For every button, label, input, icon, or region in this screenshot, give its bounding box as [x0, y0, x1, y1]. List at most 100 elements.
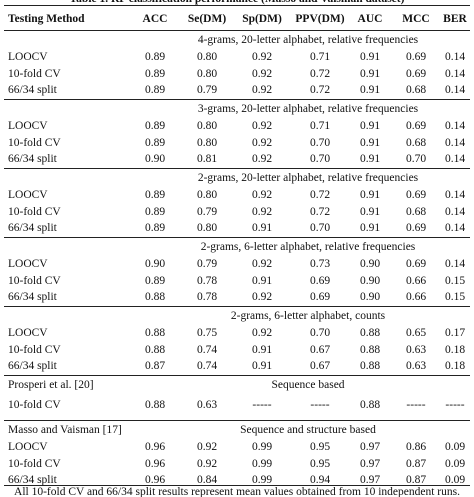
value-cell: 0.88 — [144, 399, 166, 411]
section-heading: 2-grams, 20-letter alphabet, relative fr… — [197, 172, 419, 184]
method-cell: 66/34 split — [8, 84, 57, 96]
value-cell: 0.72 — [309, 84, 331, 96]
table-title: Table 1. RF classification performance (… — [70, 0, 405, 6]
value-cell: 0.80 — [196, 222, 218, 234]
value-cell: 0.89 — [144, 67, 166, 80]
value-cell: 0.89 — [144, 222, 166, 234]
value-cell: 0.68 — [405, 136, 427, 149]
rule — [4, 30, 470, 31]
value-cell: 0.14 — [444, 189, 466, 201]
method-cell: LOOCV — [8, 51, 48, 63]
method-cell: 66/34 split — [8, 222, 57, 234]
value-cell: 0.69 — [309, 274, 331, 287]
value-cell: 0.94 — [309, 474, 331, 486]
value-cell: 0.96 — [144, 474, 166, 486]
value-cell: 0.69 — [405, 189, 427, 201]
value-cell: 0.70 — [309, 327, 331, 339]
section-heading: Sequence and structure based — [240, 424, 376, 436]
value-cell: 0.89 — [144, 51, 166, 63]
value-cell: 0.09 — [444, 457, 466, 470]
value-cell: 0.14 — [444, 258, 466, 270]
value-cell: 0.15 — [444, 274, 466, 287]
value-cell: 0.90 — [359, 291, 381, 303]
value-cell: 0.91 — [251, 222, 273, 234]
value-cell: 0.79 — [196, 205, 218, 218]
method-cell: 66/34 split — [8, 474, 57, 486]
section-heading: 3-grams, 20-letter alphabet, relative fr… — [197, 103, 419, 115]
value-cell: 0.91 — [359, 222, 381, 234]
value-cell: 0.96 — [144, 457, 166, 470]
value-cell: 0.74 — [196, 343, 218, 356]
column-header: BER — [443, 13, 467, 25]
value-cell: 0.72 — [309, 205, 331, 218]
value-cell: 0.97 — [359, 474, 381, 486]
value-cell: 0.14 — [444, 67, 466, 80]
value-cell: 0.99 — [251, 457, 273, 470]
value-cell: 0.65 — [405, 327, 427, 339]
value-cell: ----- — [445, 399, 465, 411]
value-cell: 0.14 — [444, 205, 466, 218]
value-cell: 0.79 — [196, 258, 218, 270]
value-cell: 0.14 — [444, 120, 466, 132]
value-cell: 0.92 — [251, 189, 273, 201]
method-cell: 10-fold CV — [8, 399, 61, 411]
value-cell: 0.89 — [144, 205, 166, 218]
column-header: PPV(DM) — [295, 13, 345, 25]
value-cell: 0.89 — [144, 120, 166, 132]
value-cell: 0.69 — [405, 222, 427, 234]
section-heading: 2-grams, 6-letter alphabet, counts — [230, 310, 386, 322]
value-cell: 0.87 — [144, 360, 166, 372]
method-cell: LOOCV — [8, 189, 48, 201]
value-cell: 0.89 — [144, 189, 166, 201]
value-cell: 0.70 — [309, 153, 331, 165]
rule — [4, 375, 470, 376]
method-cell: 10-fold CV — [8, 136, 61, 149]
value-cell: 0.99 — [251, 474, 273, 486]
value-cell: 0.69 — [405, 51, 427, 63]
value-cell: 0.92 — [251, 67, 273, 80]
value-cell: 0.79 — [196, 84, 218, 96]
value-cell: 0.80 — [196, 189, 218, 201]
value-cell: 0.72 — [309, 67, 331, 80]
value-cell: 0.92 — [196, 441, 218, 453]
value-cell: 0.70 — [405, 153, 427, 165]
value-cell: 0.09 — [444, 441, 466, 453]
method-cell: 10-fold CV — [8, 67, 61, 80]
method-cell: 66/34 split — [8, 291, 57, 303]
value-cell: 0.72 — [309, 189, 331, 201]
section-label: Masso and Vaisman [17] — [8, 424, 122, 436]
value-cell: 0.71 — [309, 120, 331, 132]
value-cell: 0.86 — [405, 441, 427, 453]
column-header: Se(DM) — [187, 13, 227, 25]
value-cell: 0.68 — [405, 84, 427, 96]
value-cell: 0.91 — [251, 274, 273, 287]
value-cell: 0.67 — [309, 360, 331, 372]
rule — [4, 420, 470, 421]
value-cell: 0.69 — [309, 291, 331, 303]
method-cell: 66/34 split — [8, 153, 57, 165]
method-cell: 10-fold CV — [8, 457, 61, 470]
value-cell: ----- — [252, 399, 272, 411]
value-cell: 0.81 — [196, 153, 218, 165]
value-cell: 0.87 — [405, 474, 427, 486]
value-cell: 0.66 — [405, 274, 427, 287]
method-cell: LOOCV — [8, 258, 48, 270]
value-cell: 0.92 — [196, 457, 218, 470]
value-cell: 0.63 — [405, 343, 427, 356]
value-cell: 0.68 — [405, 205, 427, 218]
value-cell: 0.92 — [251, 327, 273, 339]
value-cell: 0.89 — [144, 84, 166, 96]
value-cell: 0.18 — [444, 360, 466, 372]
value-cell: 0.95 — [309, 457, 331, 470]
rule — [4, 237, 470, 238]
value-cell: 0.78 — [196, 291, 218, 303]
value-cell: 0.92 — [251, 258, 273, 270]
column-header: MCC — [402, 13, 430, 25]
value-cell: 0.97 — [359, 441, 381, 453]
value-cell: ----- — [310, 399, 330, 411]
value-cell: 0.88 — [144, 343, 166, 356]
column-header: AUC — [357, 13, 383, 25]
value-cell: 0.73 — [309, 258, 331, 270]
value-cell: 0.90 — [144, 153, 166, 165]
method-cell: 10-fold CV — [8, 343, 61, 356]
